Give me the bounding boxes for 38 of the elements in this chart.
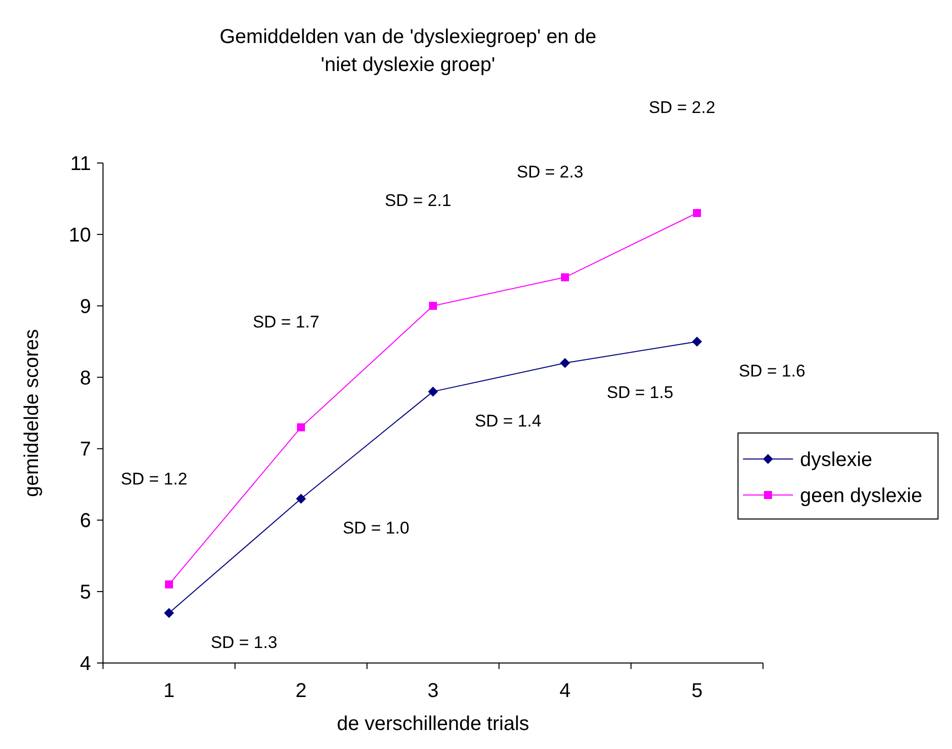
point: [692, 336, 702, 347]
y-tick-label: 6: [80, 510, 91, 532]
annotation: SD = 1.7: [252, 312, 320, 332]
y-tick-label: 5: [80, 582, 91, 604]
y-tick-label: 7: [80, 438, 91, 461]
y-tick-label: 9: [80, 296, 91, 318]
point: [297, 423, 305, 432]
chart-title: Gemiddelden van de 'dyslexiegroep' en de 'niet dyslexie groep': [220, 26, 596, 76]
annotation: SD = 1.3: [210, 633, 278, 652]
point: [429, 302, 437, 310]
legend-label: dyslexie: [800, 449, 872, 471]
y-tick-label: 10: [68, 224, 91, 246]
x-tick-label: 2: [295, 680, 307, 702]
annotation: SD = 1.2: [120, 469, 188, 488]
point: [428, 386, 438, 397]
point: [693, 209, 701, 217]
annotation: SD = 1.5: [606, 383, 674, 402]
point: [561, 273, 569, 282]
point: [165, 580, 173, 588]
annotation: SD = 1.4: [474, 412, 542, 431]
legend-label: geen dyslexie: [800, 485, 922, 507]
point: [164, 608, 174, 618]
point: [296, 494, 306, 504]
annotation: SD = 1.6: [738, 362, 806, 381]
x-tick-label: 4: [559, 680, 571, 702]
x-axis-title: de verschillende trials: [336, 713, 530, 735]
y-tick-label: 11: [70, 153, 91, 175]
annotation: SD = 2.1: [384, 190, 452, 210]
y-axis-title: gemiddelde scores: [21, 329, 43, 497]
x-tick-label: 1: [163, 680, 175, 702]
x-tick-label: 3: [427, 680, 439, 702]
point: [560, 358, 570, 368]
annotation: SD = 1.0: [342, 518, 410, 538]
y-tick-label: 4: [80, 653, 91, 675]
x-tick-label: 5: [691, 680, 703, 702]
text: SD = 2.2: [648, 98, 716, 117]
annotation: SD = 2.3: [516, 162, 584, 182]
y-tick-label: 8: [80, 367, 91, 390]
